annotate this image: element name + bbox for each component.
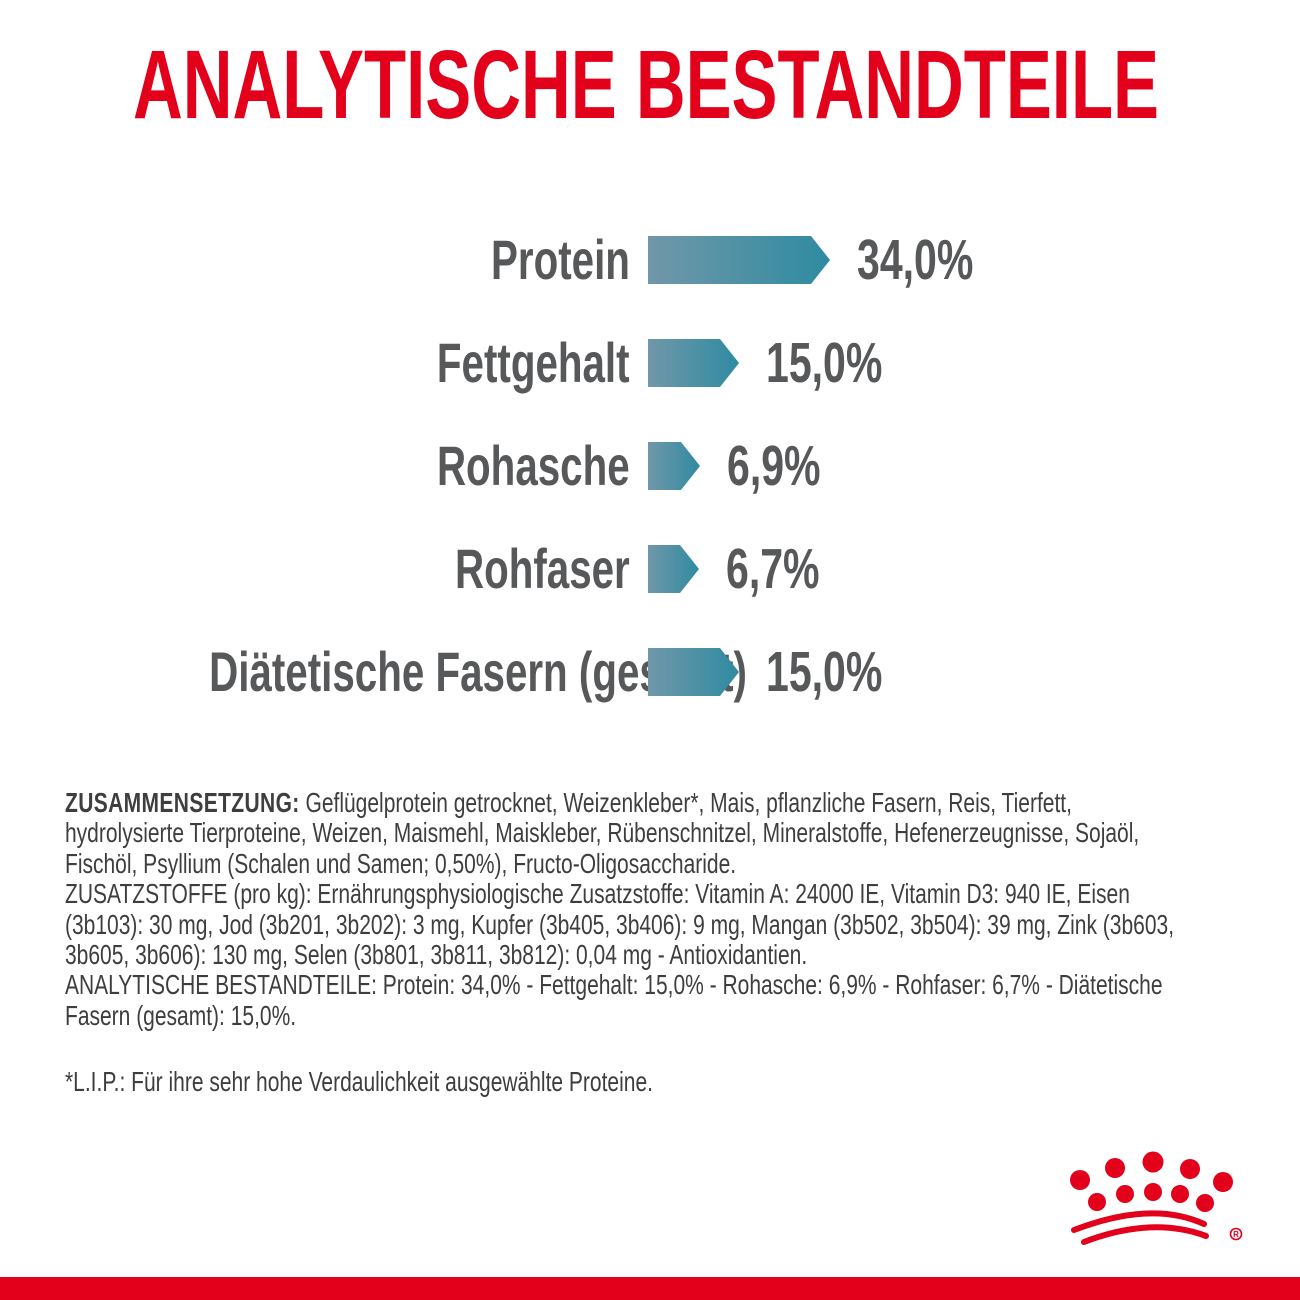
registered-trademark-icon: R: [1229, 1227, 1243, 1241]
chart-row: Fettgehalt 15,0%: [0, 331, 928, 395]
chart-row-value: 15,0%: [766, 640, 928, 704]
svg-text:R: R: [1233, 1230, 1239, 1239]
chart-bar-arrow: [648, 545, 699, 593]
chart-bar-arrow: [648, 339, 739, 387]
chart-bar-arrow: [648, 442, 700, 490]
chart-row: Protein 34,0%: [0, 228, 1019, 292]
chart-row-label: Protein: [0, 228, 630, 291]
crown-lower-arc: [1081, 1224, 1209, 1245]
composition-paragraph: ZUSAMMENSETZUNG: Geflügelprotein getrock…: [65, 787, 1190, 879]
chart-row-label: Rohasche: [0, 434, 630, 497]
info-text-block: ZUSAMMENSETZUNG: Geflügelprotein getrock…: [65, 787, 1190, 1031]
chart-row-label-text: Rohfaser: [455, 537, 630, 600]
additives-paragraph: ZUSATZSTOFFE (pro kg): Ernährungsphysiol…: [65, 878, 1175, 971]
chart-row-label: Diätetische Fasern (gesamt): [0, 644, 747, 700]
chart-row-value-text: 6,9%: [727, 434, 821, 498]
chart-row: Rohasche 6,9%: [0, 434, 857, 498]
chart-row: Rohfaser 6,7%: [0, 537, 856, 601]
composition-text: Geflügelprotein getrocknet, Weizenkleber…: [65, 787, 1140, 879]
analytical-paragraph: ANALYTISCHE BESTANDTEILE: Protein: 34,0%…: [65, 969, 1163, 1031]
crown-outer-dots: [1070, 1151, 1233, 1192]
chart-row: Diätetische Fasern (gesamt) 15,0%: [0, 640, 928, 704]
chart-row-value-text: 6,7%: [726, 537, 820, 601]
chart-row-value: 6,7%: [726, 537, 856, 601]
chart-row-label: Rohfaser: [0, 537, 630, 600]
chart-row-value: 34,0%: [857, 228, 1019, 292]
chart-row-label: Fettgehalt: [0, 331, 630, 394]
chart-bar-arrow: [648, 648, 739, 696]
chart-row-label-text: Fettgehalt: [437, 331, 630, 394]
chart-row-value-text: 15,0%: [766, 640, 883, 704]
chart-row-label-text: Rohasche: [437, 434, 630, 497]
chart-row-value: 6,9%: [727, 434, 857, 498]
chart-row-value-text: 34,0%: [857, 228, 974, 292]
analytical-components-chart: Protein 34,0% Fettgehalt 15,0% Rohasche 6,9% R…: [0, 228, 1019, 704]
crown-upper-arc: [1071, 1210, 1207, 1233]
lip-footnote: *L.I.P.: Für ihre sehr hohe Verdaulichke…: [65, 1066, 653, 1097]
page-title-area: ANALYTISCHE BESTANDTEILE: [133, 30, 1159, 139]
page-title: ANALYTISCHE BESTANDTEILE: [133, 30, 1159, 139]
composition-label: ZUSAMMENSETZUNG:: [65, 787, 300, 818]
chart-row-label-text: Protein: [491, 228, 630, 291]
bottom-red-bar: [0, 1277, 1300, 1300]
crown-inner-dots: [1088, 1183, 1214, 1212]
royal-canin-crown-logo: R: [1070, 1151, 1243, 1245]
chart-row-value: 15,0%: [766, 331, 928, 395]
chart-row-value-text: 15,0%: [766, 331, 883, 395]
chart-bar-arrow: [648, 236, 830, 284]
